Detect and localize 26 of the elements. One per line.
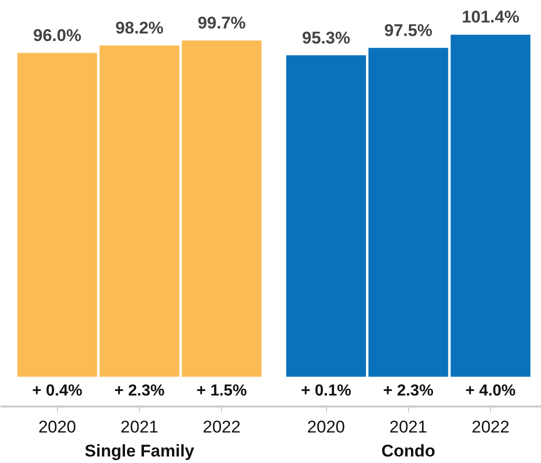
x-tick-label: 2020 xyxy=(307,418,346,436)
bar xyxy=(368,48,448,377)
bar xyxy=(182,40,262,377)
x-tick-label: 2020 xyxy=(38,418,76,436)
text: + 0.4% xyxy=(32,382,82,400)
data-label: 96.0% xyxy=(33,26,82,45)
bar xyxy=(100,46,180,377)
x-tick-label: 2022 xyxy=(202,418,241,436)
x-tick-label: 2022 xyxy=(472,418,510,436)
bar xyxy=(286,55,366,377)
data-label: 99.7% xyxy=(198,13,246,32)
text: + 2.3% xyxy=(114,382,165,400)
data-label: 101.4% xyxy=(462,8,520,27)
bar xyxy=(450,34,530,377)
text: + 2.3% xyxy=(383,382,434,400)
text: Condo xyxy=(381,442,436,460)
x-tick-label: 2021 xyxy=(120,418,158,436)
data-label: 98.2% xyxy=(115,18,164,38)
text: + 0.1% xyxy=(300,382,352,400)
x-tick-label: 2021 xyxy=(389,418,428,436)
text: + 1.5% xyxy=(196,382,247,400)
text: Single Family xyxy=(84,442,195,460)
bar xyxy=(17,52,98,377)
data-label: 95.3% xyxy=(302,28,350,48)
data-label: 97.5% xyxy=(384,20,432,40)
text: + 4.0% xyxy=(465,382,516,400)
